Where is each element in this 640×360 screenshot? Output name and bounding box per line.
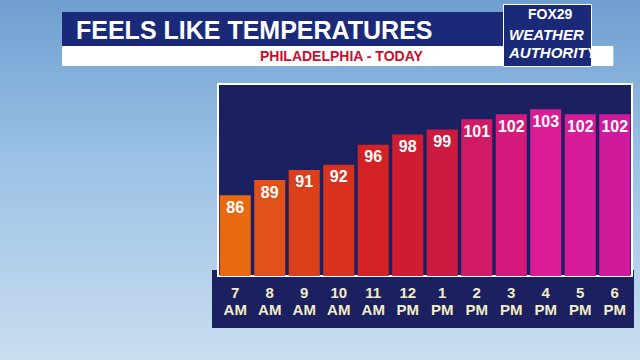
- svg-text:WEATHER: WEATHER: [509, 26, 584, 43]
- svg-text:FEELS LIKE TEMPERATURES: FEELS LIKE TEMPERATURES: [76, 16, 433, 44]
- svg-text:12: 12: [399, 284, 416, 301]
- svg-text:91: 91: [295, 173, 313, 190]
- svg-text:PM: PM: [569, 301, 592, 318]
- svg-text:86: 86: [226, 199, 244, 216]
- svg-text:1: 1: [438, 284, 446, 301]
- svg-text:99: 99: [433, 133, 451, 150]
- svg-text:7: 7: [231, 284, 239, 301]
- svg-text:AM: AM: [362, 301, 385, 318]
- svg-text:103: 103: [532, 113, 559, 130]
- svg-text:92: 92: [330, 168, 348, 185]
- svg-text:PM: PM: [500, 301, 523, 318]
- svg-text:5: 5: [576, 284, 584, 301]
- svg-text:10: 10: [330, 284, 347, 301]
- svg-text:102: 102: [498, 118, 525, 135]
- svg-text:AM: AM: [327, 301, 350, 318]
- svg-text:102: 102: [601, 118, 628, 135]
- svg-text:AUTHORITY: AUTHORITY: [508, 44, 598, 61]
- svg-text:PM: PM: [535, 301, 558, 318]
- svg-text:98: 98: [399, 138, 417, 155]
- svg-text:2: 2: [473, 284, 481, 301]
- svg-text:PM: PM: [604, 301, 627, 318]
- svg-text:96: 96: [364, 148, 382, 165]
- svg-text:PM: PM: [466, 301, 489, 318]
- svg-text:102: 102: [567, 118, 594, 135]
- svg-text:89: 89: [261, 184, 279, 201]
- svg-text:PHILADELPHIA - TODAY: PHILADELPHIA - TODAY: [260, 48, 423, 64]
- svg-text:11: 11: [365, 284, 381, 301]
- svg-text:FOX29: FOX29: [528, 6, 573, 22]
- svg-text:9: 9: [300, 284, 308, 301]
- svg-text:3: 3: [507, 284, 515, 301]
- svg-text:PM: PM: [397, 301, 420, 318]
- svg-text:PM: PM: [431, 301, 454, 318]
- svg-text:AM: AM: [293, 301, 316, 318]
- svg-text:AM: AM: [224, 301, 247, 318]
- svg-text:6: 6: [611, 284, 619, 301]
- svg-text:4: 4: [542, 284, 551, 301]
- svg-text:AM: AM: [258, 301, 281, 318]
- svg-text:101: 101: [463, 123, 490, 140]
- svg-text:8: 8: [266, 284, 274, 301]
